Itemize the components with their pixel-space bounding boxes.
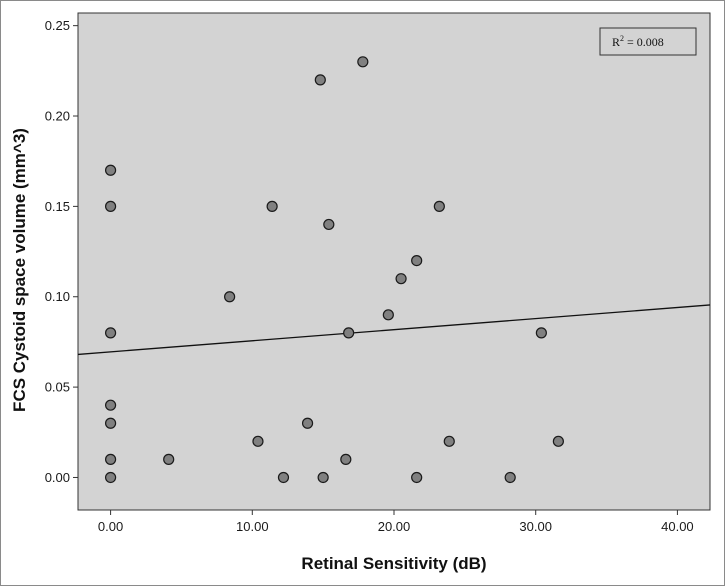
data-point bbox=[411, 254, 423, 267]
data-points bbox=[104, 56, 564, 484]
data-point bbox=[357, 56, 369, 68]
data-point bbox=[395, 273, 407, 285]
x-axis-title: Retinal Sensitivity (dB) bbox=[301, 554, 486, 573]
data-point bbox=[104, 399, 117, 411]
y-tick-label: 0.15 bbox=[45, 199, 70, 214]
plot-area bbox=[77, 12, 711, 511]
data-point bbox=[535, 327, 547, 339]
data-point bbox=[301, 417, 314, 429]
data-point bbox=[552, 435, 564, 447]
data-point bbox=[504, 471, 516, 484]
data-point bbox=[323, 218, 335, 231]
data-point bbox=[104, 164, 117, 176]
data-point bbox=[163, 453, 175, 465]
r2-annotation: R2 = 0.008 bbox=[612, 34, 664, 49]
data-point bbox=[433, 200, 445, 212]
data-point bbox=[104, 471, 117, 484]
data-point bbox=[252, 435, 264, 447]
data-point bbox=[411, 471, 423, 484]
x-tick-label: 40.00 bbox=[661, 519, 694, 534]
y-tick-label: 0.10 bbox=[45, 289, 70, 304]
data-point bbox=[266, 200, 278, 212]
data-point bbox=[443, 435, 455, 447]
data-point bbox=[104, 453, 117, 465]
x-tick-label: 10.00 bbox=[236, 519, 269, 534]
data-point bbox=[224, 291, 236, 303]
data-point bbox=[340, 453, 352, 465]
y-tick-label: 0.05 bbox=[45, 380, 70, 395]
data-point bbox=[314, 74, 326, 86]
y-tick-label: 0.00 bbox=[45, 470, 70, 485]
data-point bbox=[317, 471, 329, 484]
x-tick-label: 0.00 bbox=[98, 519, 123, 534]
data-point bbox=[343, 327, 355, 339]
y-tick-label: 0.25 bbox=[45, 18, 70, 33]
data-point bbox=[104, 200, 117, 212]
data-point bbox=[277, 471, 290, 484]
x-axis: 0.00 10.00 20.00 30.00 40.00 bbox=[98, 510, 694, 534]
data-point bbox=[382, 309, 394, 321]
y-tick-label: 0.20 bbox=[45, 109, 70, 124]
r2-legend-box: R2 = 0.008 bbox=[599, 27, 697, 56]
y-axis: 0.00 0.05 0.10 0.15 0.20 0.25 bbox=[45, 18, 78, 485]
data-point bbox=[104, 417, 117, 429]
y-axis-title: FCS Cystoid space volume (mm^3) bbox=[10, 128, 29, 412]
x-tick-label: 20.00 bbox=[378, 519, 411, 534]
regression-line bbox=[77, 304, 711, 356]
data-point bbox=[104, 327, 117, 339]
x-tick-label: 30.00 bbox=[519, 519, 552, 534]
